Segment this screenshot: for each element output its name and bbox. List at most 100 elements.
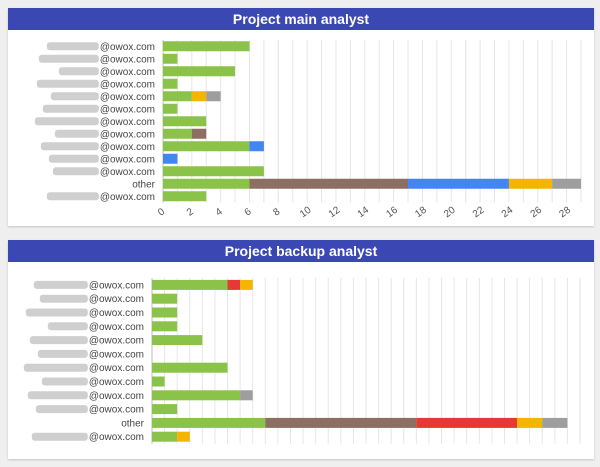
x-tick-label: 16 [384,205,400,221]
masked-email-blur [23,363,88,372]
category-label: @owox.com [100,67,155,78]
x-tick-label: 24 [500,205,516,221]
bar-segment [152,417,266,428]
masked-email-blur [33,280,88,289]
masked-email-blur [50,92,99,101]
category-label: @owox.com [89,322,144,333]
masked-email-blur [40,142,99,151]
masked-email-blur [39,294,88,303]
category-label: @owox.com [100,104,155,115]
masked-email-blur [31,432,88,441]
x-tick-label: 22 [471,205,487,221]
x-tick-label: 18 [413,205,429,221]
category-label: @owox.com [89,349,144,360]
bar-segment [163,128,192,139]
category-label: @owox.com [100,129,155,140]
bar-segment [163,153,178,164]
bar-segment [163,91,192,102]
bar-segment [163,103,178,114]
bar-segment [240,279,253,290]
bar-segment [191,91,207,102]
category-label: @owox.com [100,154,155,165]
category-label: other [121,418,144,429]
masked-email-blur [48,154,99,163]
bar-segment [163,191,207,202]
x-tick-label: 6 [243,206,254,218]
masked-email-blur [35,405,88,414]
bar-segment [163,41,250,52]
bar-segment [163,66,236,77]
bar-segment [152,279,228,290]
masked-email-blur [52,167,99,176]
x-tick-label: 10 [298,205,314,221]
bar-segment [152,307,178,318]
bar-segment [227,279,241,290]
category-label: @owox.com [100,42,155,53]
backup-analyst-panel: Project backup analyst @owox.com @owox.co… [8,240,594,459]
bar-segment [416,417,518,428]
masked-email-blur [47,322,88,331]
x-tick-label: 14 [356,205,372,221]
category-label: @owox.com [89,280,144,291]
category-label: @owox.com [89,363,144,374]
bar-segment [152,362,228,373]
backup-analyst-chart: @owox.com @owox.com @owox.com @owox.com @owo… [23,278,581,444]
main-analyst-panel: Project main analyst @owox.com @owox.com @… [8,8,594,226]
x-tick-label: 8 [271,206,282,218]
category-label: @owox.com [100,117,155,128]
bar-segment [163,116,207,127]
category-label: @owox.com [100,192,155,203]
x-tick-label: 0 [156,206,167,218]
main-analyst-chart: @owox.com@owox.com@owox.com@owox.com@owo… [34,40,582,221]
category-label: @owox.com [100,79,155,90]
bar-segment [177,431,190,442]
category-label: @owox.com [89,308,144,319]
category-label: @owox.com [89,432,144,443]
main-analyst-title: Project main analyst [8,8,594,30]
masked-email-blur [38,54,99,63]
bar-segment [542,417,568,428]
category-label: @owox.com [100,142,155,153]
bar-segment [249,141,264,152]
bar-segment [517,417,543,428]
bar-segment [240,390,253,401]
category-label: other [132,179,155,190]
masked-email-blur [36,79,99,88]
bar-segment [508,178,553,189]
x-tick-label: 2 [185,206,196,218]
masked-email-blur [46,192,99,201]
masked-email-blur [46,42,99,51]
bar-segment [152,431,178,442]
category-label: @owox.com [89,377,144,388]
masked-email-blur [42,104,99,113]
bar-segment [163,53,178,64]
bar-segment [163,166,264,177]
bar-segment [552,178,581,189]
bar-segment [152,335,203,346]
category-label: @owox.com [100,54,155,65]
masked-email-blur [41,377,88,386]
masked-email-blur [29,336,88,345]
bar-segment [163,141,250,152]
bar-segment [206,91,221,102]
bar-segment [152,293,178,304]
masked-email-blur [25,308,88,317]
bar-segment [249,178,409,189]
x-tick-label: 26 [529,205,545,221]
bar-segment [152,404,178,415]
category-label: @owox.com [100,167,155,178]
bar-segment [191,128,207,139]
category-label: @owox.com [100,92,155,103]
bar-segment [408,178,509,189]
category-label: @owox.com [89,405,144,416]
category-label: @owox.com [89,391,144,402]
masked-email-blur [54,129,99,138]
bar-segment [152,321,178,332]
x-tick-label: 12 [327,205,343,221]
bar-segment [152,390,241,401]
bar-segment [152,376,165,387]
x-tick-label: 28 [557,205,573,221]
masked-email-blur [27,391,88,400]
bar-segment [163,178,250,189]
x-tick-label: 20 [442,205,458,221]
